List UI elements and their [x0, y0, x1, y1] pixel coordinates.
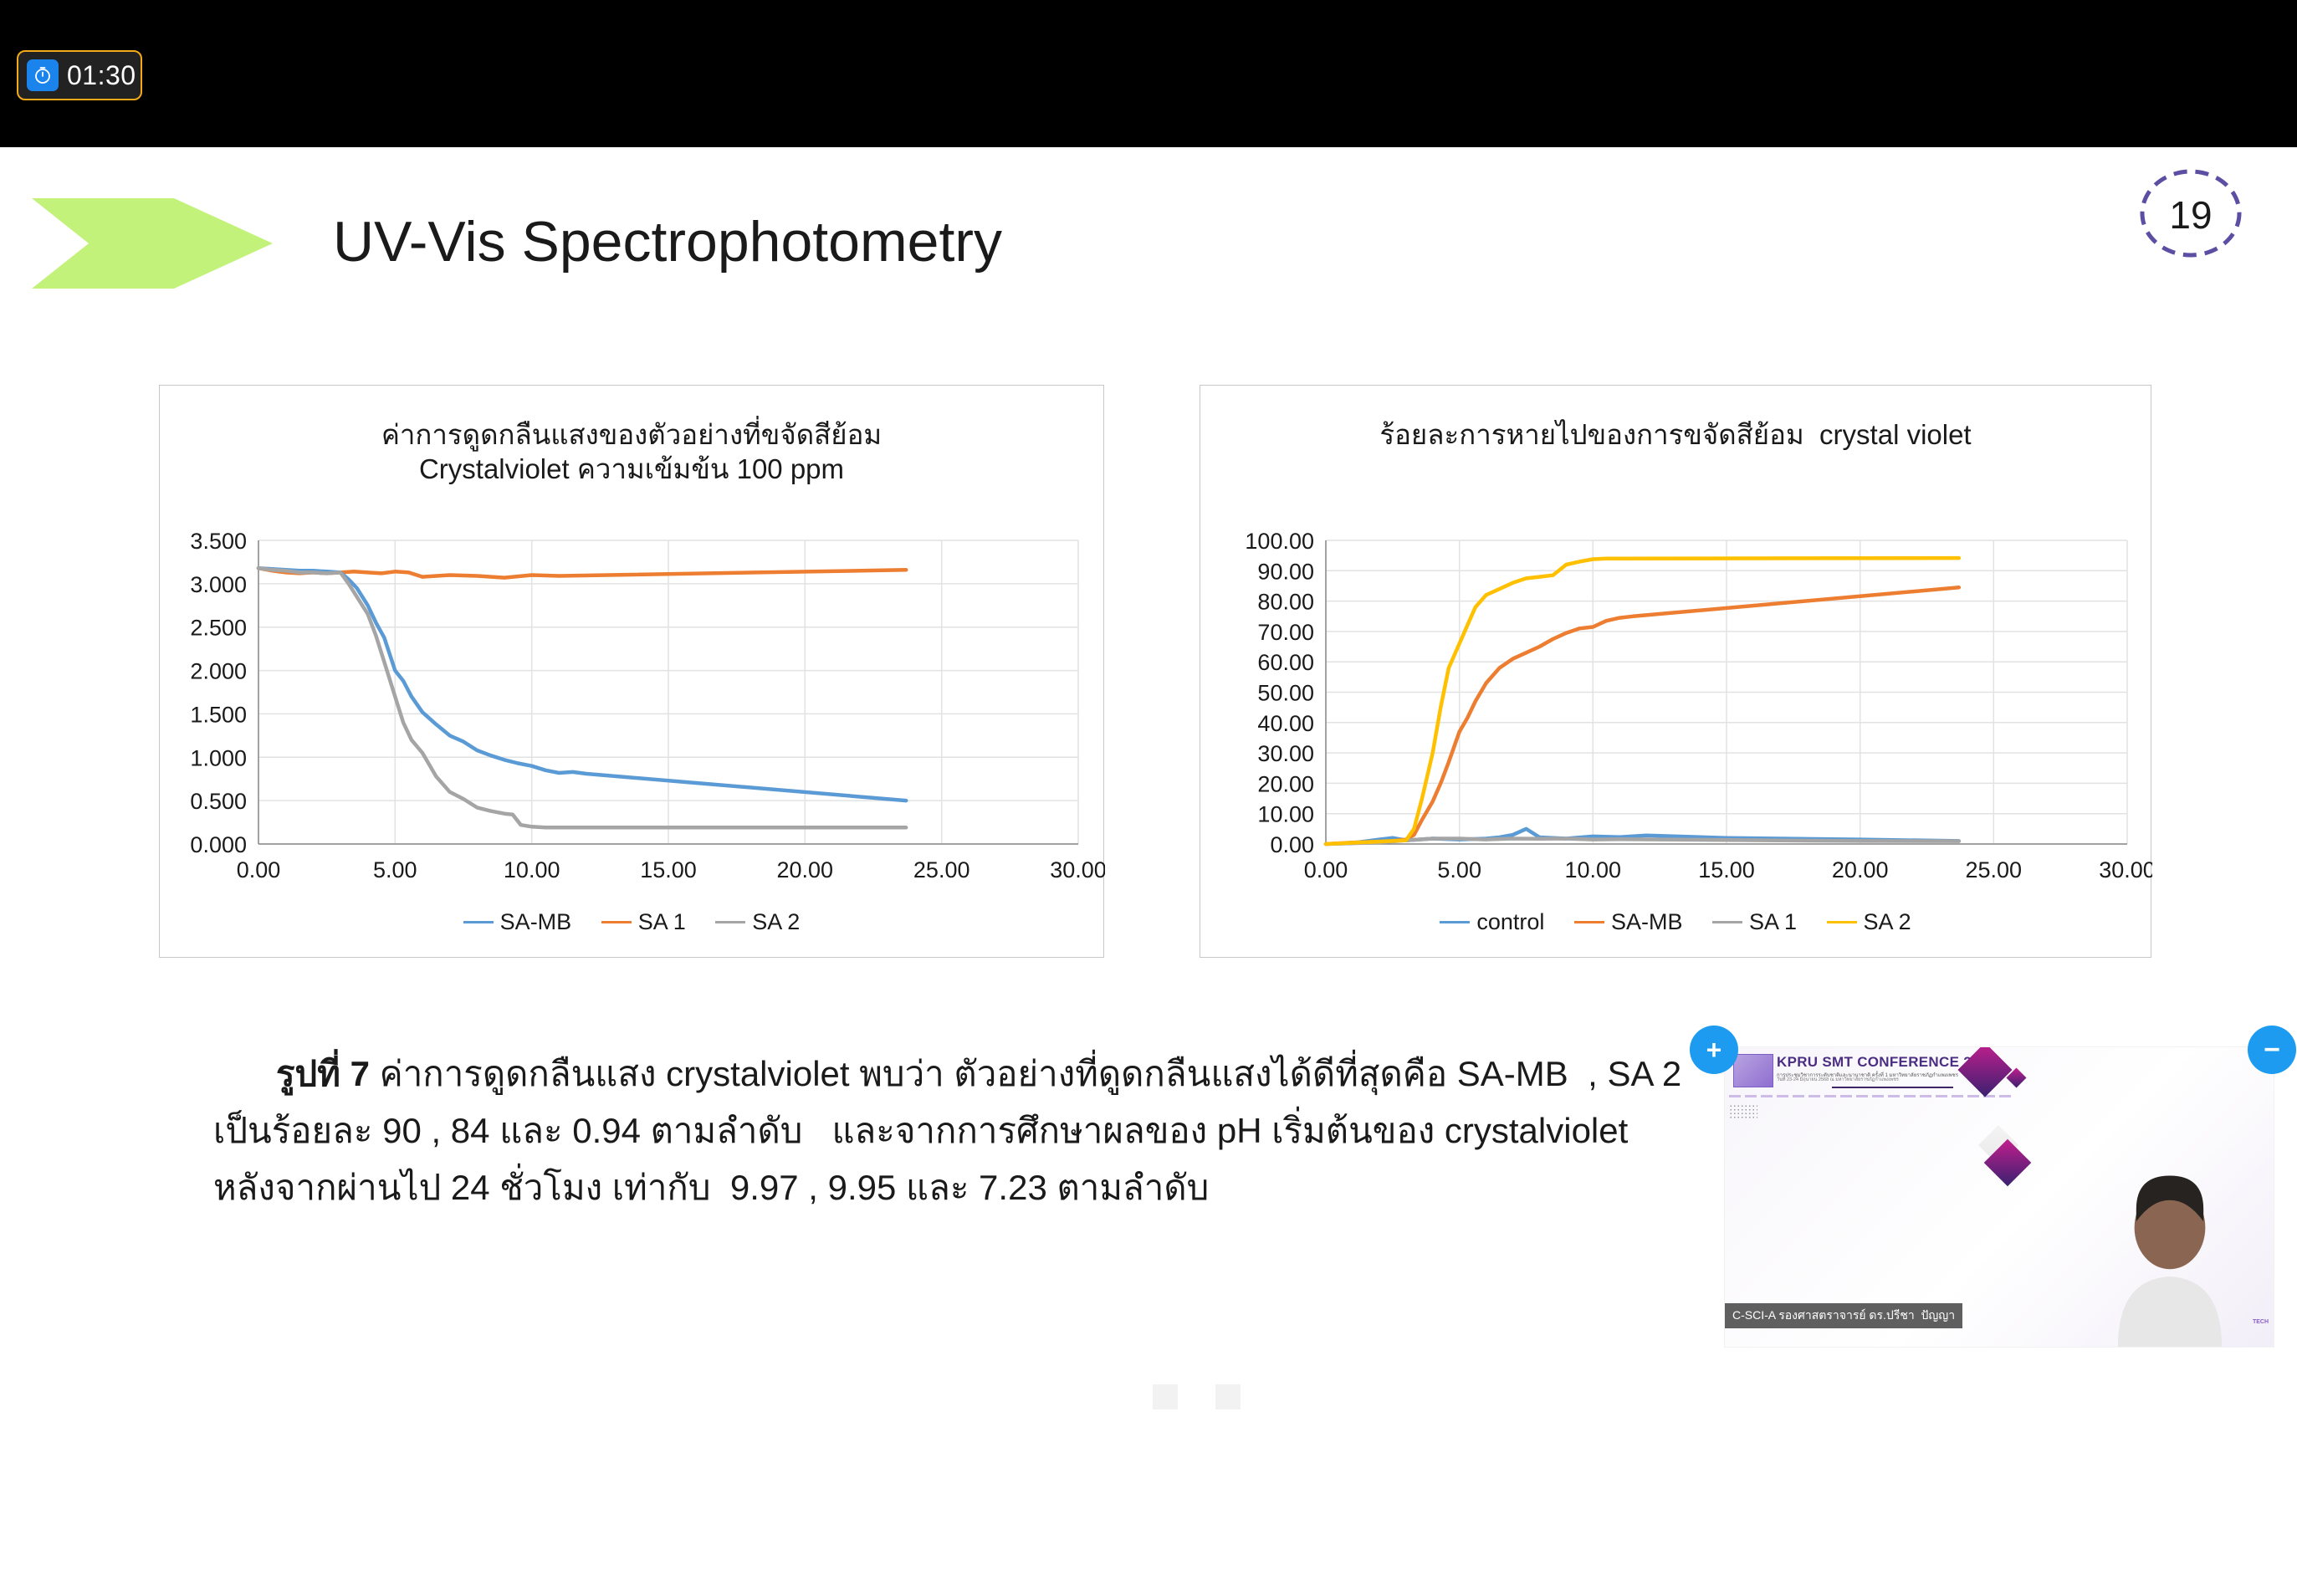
- svg-text:30.00: 30.00: [1050, 857, 1105, 882]
- svg-text:20.00: 20.00: [1257, 771, 1314, 796]
- svg-text:25.00: 25.00: [913, 857, 970, 882]
- svg-text:30.00: 30.00: [1257, 741, 1314, 766]
- svg-text:70.00: 70.00: [1257, 620, 1314, 645]
- svg-text:60.00: 60.00: [1257, 650, 1314, 675]
- svg-text:0.00: 0.00: [1270, 832, 1314, 857]
- svg-text:20.00: 20.00: [1832, 857, 1889, 882]
- svg-text:0.500: 0.500: [190, 789, 247, 814]
- svg-text:25.00: 25.00: [1966, 857, 2023, 882]
- svg-text:0.00: 0.00: [1304, 857, 1348, 882]
- svg-text:10.00: 10.00: [504, 857, 560, 882]
- svg-text:100.00: 100.00: [1245, 529, 1314, 554]
- svg-text:5.00: 5.00: [1437, 857, 1481, 882]
- svg-text:10.00: 10.00: [1565, 857, 1622, 882]
- svg-text:3.500: 3.500: [190, 529, 247, 554]
- svg-text:40.00: 40.00: [1257, 711, 1314, 736]
- svg-text:2.000: 2.000: [190, 659, 247, 684]
- svg-text:0.000: 0.000: [190, 832, 247, 857]
- svg-text:0.00: 0.00: [237, 857, 281, 882]
- svg-text:50.00: 50.00: [1257, 681, 1314, 706]
- svg-text:3.000: 3.000: [190, 572, 247, 597]
- svg-text:20.00: 20.00: [777, 857, 834, 882]
- svg-text:1.500: 1.500: [190, 702, 247, 727]
- svg-text:15.00: 15.00: [1698, 857, 1755, 882]
- svg-text:1.000: 1.000: [190, 745, 247, 770]
- svg-text:10.00: 10.00: [1257, 802, 1314, 827]
- svg-text:2.500: 2.500: [190, 616, 247, 641]
- svg-text:5.00: 5.00: [373, 857, 417, 882]
- svg-text:30.00: 30.00: [2099, 857, 2152, 882]
- svg-text:15.00: 15.00: [640, 857, 697, 882]
- svg-text:90.00: 90.00: [1257, 559, 1314, 584]
- svg-text:80.00: 80.00: [1257, 590, 1314, 615]
